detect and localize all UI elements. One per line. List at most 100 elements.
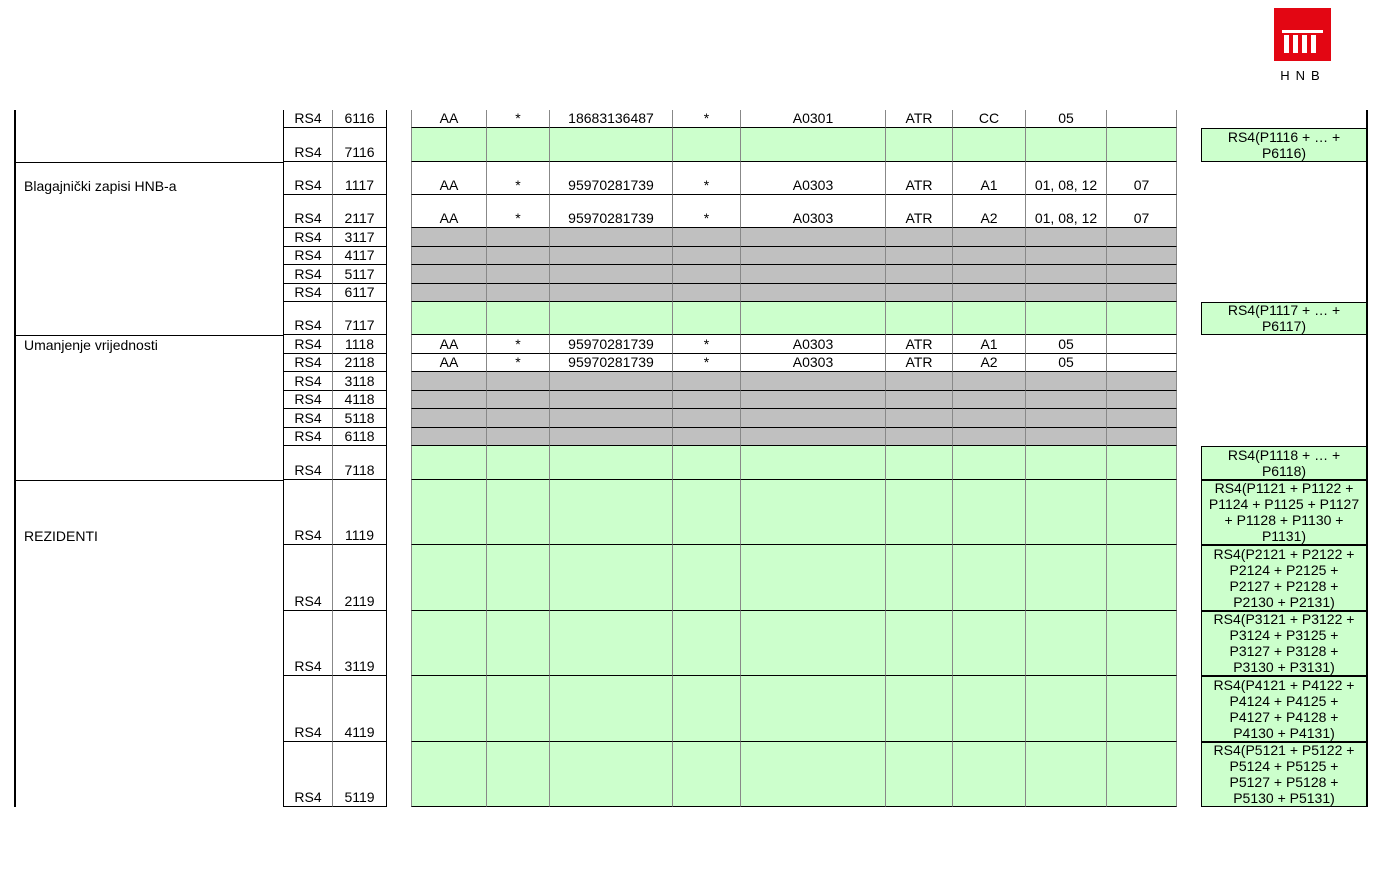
table-cell[interactable]	[953, 545, 1026, 611]
table-cell[interactable]	[411, 611, 487, 676]
table-cell[interactable]	[1107, 409, 1177, 428]
table-cell[interactable]	[1026, 128, 1107, 162]
table-cell[interactable]	[886, 302, 953, 335]
table-cell[interactable]	[673, 676, 741, 742]
table-cell[interactable]	[1107, 372, 1177, 391]
table-cell[interactable]	[550, 480, 673, 545]
table-cell[interactable]	[741, 284, 886, 302]
table-cell[interactable]: CC	[953, 110, 1026, 128]
table-cell[interactable]	[411, 676, 487, 742]
table-cell[interactable]	[1107, 228, 1177, 247]
table-cell[interactable]	[487, 742, 550, 807]
table-cell[interactable]	[673, 428, 741, 446]
table-cell[interactable]	[673, 265, 741, 284]
table-cell[interactable]	[411, 228, 487, 247]
table-cell[interactable]	[487, 128, 550, 162]
table-cell[interactable]	[953, 284, 1026, 302]
table-cell[interactable]: *	[487, 335, 550, 354]
table-cell[interactable]: 95970281739	[550, 162, 673, 195]
table-cell[interactable]	[411, 545, 487, 611]
table-cell[interactable]	[1026, 391, 1107, 409]
table-cell[interactable]	[886, 480, 953, 545]
table-cell[interactable]	[487, 611, 550, 676]
table-cell[interactable]	[411, 446, 487, 480]
table-cell[interactable]: 95970281739	[550, 195, 673, 228]
table-cell[interactable]	[411, 742, 487, 807]
table-cell[interactable]	[550, 128, 673, 162]
table-cell[interactable]	[411, 265, 487, 284]
table-cell[interactable]	[487, 446, 550, 480]
table-cell[interactable]	[1026, 284, 1107, 302]
table-cell[interactable]	[550, 284, 673, 302]
table-cell[interactable]	[673, 247, 741, 265]
table-cell[interactable]	[487, 391, 550, 409]
table-cell[interactable]	[741, 228, 886, 247]
table-cell[interactable]	[741, 676, 886, 742]
table-cell[interactable]	[953, 247, 1026, 265]
table-cell[interactable]: 05	[1026, 335, 1107, 354]
table-cell[interactable]	[550, 676, 673, 742]
table-cell[interactable]	[487, 247, 550, 265]
table-cell[interactable]	[673, 409, 741, 428]
table-cell[interactable]	[550, 611, 673, 676]
table-cell[interactable]	[953, 480, 1026, 545]
table-cell[interactable]	[1107, 247, 1177, 265]
table-cell[interactable]	[741, 409, 886, 428]
table-cell[interactable]	[487, 372, 550, 391]
table-cell[interactable]	[741, 372, 886, 391]
table-cell[interactable]	[953, 128, 1026, 162]
table-cell[interactable]	[550, 428, 673, 446]
table-cell[interactable]	[487, 428, 550, 446]
table-cell[interactable]	[1026, 265, 1107, 284]
table-cell[interactable]: A0303	[741, 354, 886, 372]
table-cell[interactable]	[487, 228, 550, 247]
table-cell[interactable]	[550, 247, 673, 265]
table-cell[interactable]	[1026, 409, 1107, 428]
table-cell[interactable]	[886, 611, 953, 676]
table-cell[interactable]	[1026, 742, 1107, 807]
table-cell[interactable]	[1107, 335, 1177, 354]
table-cell[interactable]	[411, 428, 487, 446]
table-cell[interactable]	[487, 409, 550, 428]
table-cell[interactable]: AA	[411, 335, 487, 354]
table-cell[interactable]	[1026, 676, 1107, 742]
table-cell[interactable]	[886, 372, 953, 391]
table-cell[interactable]: 05	[1026, 110, 1107, 128]
table-cell[interactable]	[550, 372, 673, 391]
table-cell[interactable]	[953, 611, 1026, 676]
table-cell[interactable]	[953, 302, 1026, 335]
table-cell[interactable]: 07	[1107, 162, 1177, 195]
table-cell[interactable]: AA	[411, 354, 487, 372]
table-cell[interactable]	[741, 247, 886, 265]
table-cell[interactable]	[673, 446, 741, 480]
table-cell[interactable]	[1107, 480, 1177, 545]
table-cell[interactable]	[1026, 480, 1107, 545]
table-cell[interactable]	[741, 391, 886, 409]
table-cell[interactable]	[886, 428, 953, 446]
table-cell[interactable]: ATR	[886, 335, 953, 354]
table-cell[interactable]: A1	[953, 335, 1026, 354]
table-cell[interactable]	[1107, 354, 1177, 372]
table-cell[interactable]: *	[487, 195, 550, 228]
table-cell[interactable]: 07	[1107, 195, 1177, 228]
table-cell[interactable]	[886, 545, 953, 611]
table-cell[interactable]: *	[673, 162, 741, 195]
table-cell[interactable]: 01, 08, 12	[1026, 162, 1107, 195]
table-cell[interactable]	[487, 302, 550, 335]
table-cell[interactable]: *	[487, 110, 550, 128]
table-cell[interactable]	[1107, 611, 1177, 676]
table-cell[interactable]	[673, 302, 741, 335]
table-cell[interactable]	[1107, 428, 1177, 446]
table-cell[interactable]	[673, 480, 741, 545]
table-cell[interactable]	[673, 391, 741, 409]
table-cell[interactable]	[550, 265, 673, 284]
table-cell[interactable]: AA	[411, 195, 487, 228]
table-cell[interactable]	[1107, 284, 1177, 302]
table-cell[interactable]	[953, 409, 1026, 428]
table-cell[interactable]	[953, 742, 1026, 807]
table-cell[interactable]	[953, 265, 1026, 284]
table-cell[interactable]: *	[673, 110, 741, 128]
table-cell[interactable]	[1107, 391, 1177, 409]
table-cell[interactable]	[411, 409, 487, 428]
table-cell[interactable]	[550, 545, 673, 611]
